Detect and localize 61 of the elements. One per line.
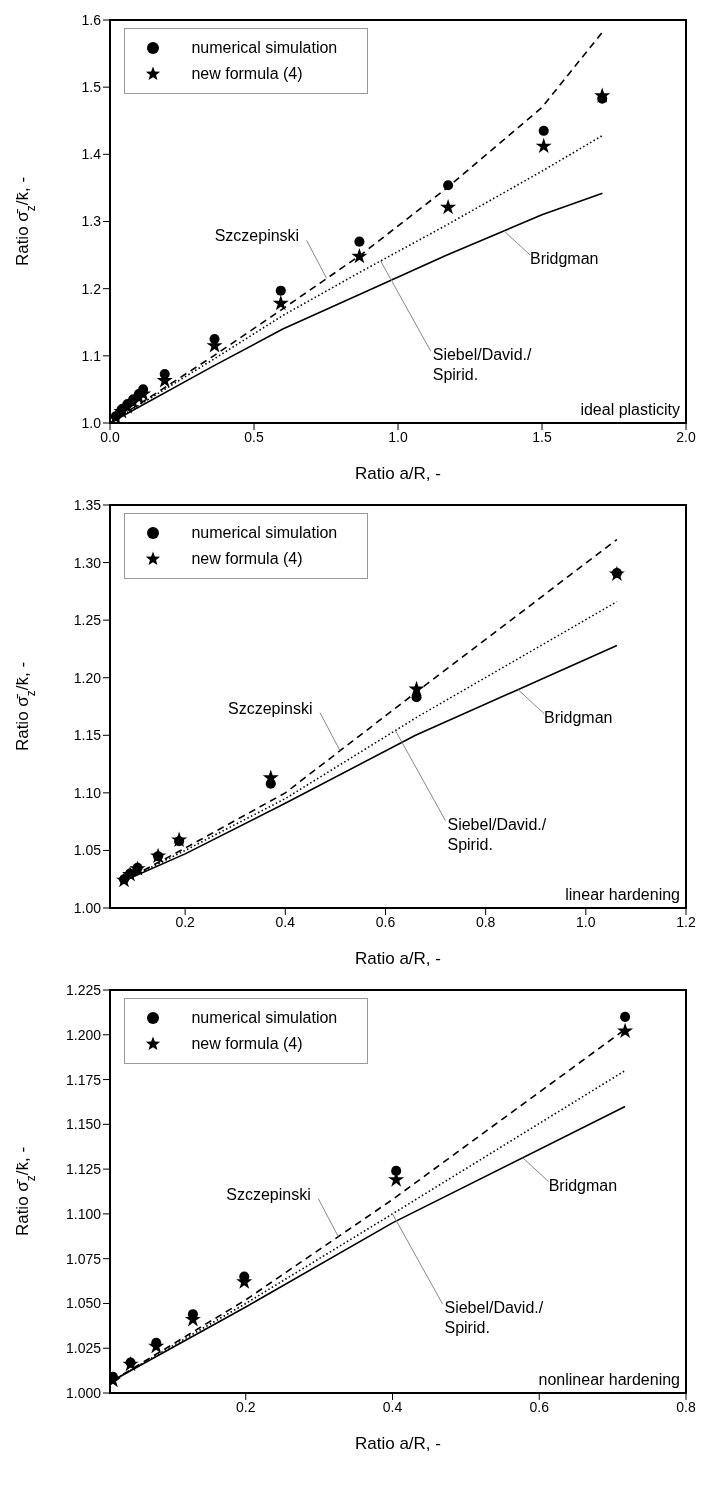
legend-label: numerical simulation xyxy=(191,39,338,57)
y-tick-label: 1.3 xyxy=(81,213,102,230)
series-label: Bridgman xyxy=(548,1175,619,1196)
annotation: Siebel/David./ Spirid. xyxy=(432,345,533,386)
y-tick-label: 1.05 xyxy=(73,842,102,859)
series-label: Bridgman xyxy=(529,248,600,269)
x-tick-label: 2.0 xyxy=(676,428,696,445)
x-tick-label: 0.4 xyxy=(275,913,296,930)
x-tick-label: 0.8 xyxy=(475,913,496,930)
series-label: Bridgman xyxy=(544,707,614,728)
x-tick-label: 0.4 xyxy=(382,1398,403,1415)
annotation: linear hardening xyxy=(565,886,680,903)
y-tick-label: 1.100 xyxy=(65,1205,102,1222)
x-tick-label: 0.6 xyxy=(375,913,396,930)
y-tick-label: 1.5 xyxy=(81,79,102,96)
y-tick-label: 1.20 xyxy=(73,669,102,686)
y-tick-label: 1.050 xyxy=(65,1295,102,1312)
x-tick-label: 0.2 xyxy=(175,913,196,930)
x-tick-label: 1.2 xyxy=(676,913,696,930)
annotation: ideal plasticity xyxy=(580,401,680,418)
y-tick-label: 1.125 xyxy=(65,1161,102,1178)
legend-label: numerical simulation xyxy=(191,1009,338,1027)
y-tick-label: 1.35 xyxy=(73,496,102,513)
x-tick-label: 1.0 xyxy=(576,913,596,930)
x-axis-title: Ratio a/R, - xyxy=(355,949,441,968)
y-tick-label: 1.200 xyxy=(65,1026,102,1043)
y-tick-label: 1.6 xyxy=(81,11,102,28)
y-tick-label: 1.1 xyxy=(81,347,102,364)
legend-label: new formula (4) xyxy=(191,550,303,568)
y-tick-label: 1.00 xyxy=(73,899,102,916)
y-tick-label: 1.150 xyxy=(65,1116,102,1133)
y-tick-label: 1.075 xyxy=(65,1250,102,1267)
y-tick-label: 1.000 xyxy=(65,1384,102,1401)
y-tick-label: 1.0 xyxy=(81,414,102,431)
y-tick-label: 1.30 xyxy=(73,554,102,571)
x-tick-label: 0.5 xyxy=(244,428,264,445)
y-tick-label: 1.15 xyxy=(73,727,102,744)
legend-label: numerical simulation xyxy=(191,524,338,542)
y-tick-label: 1.4 xyxy=(81,146,102,163)
annotation: Siebel/David./ Spirid. xyxy=(447,814,548,855)
legend-label: new formula (4) xyxy=(191,1035,303,1053)
legend-label: new formula (4) xyxy=(191,65,303,83)
text: Szczepinski xyxy=(226,1184,312,1205)
x-tick-label: 1.5 xyxy=(532,428,552,445)
x-tick-label: 0.0 xyxy=(100,428,120,445)
text: Szczepinski xyxy=(228,698,314,719)
y-tick-label: 1.175 xyxy=(65,1071,102,1088)
y-tick-label: 1.025 xyxy=(65,1340,102,1357)
x-tick-label: 1.0 xyxy=(388,428,408,445)
y-tick-label: 1.10 xyxy=(73,784,102,801)
x-tick-label: 0.8 xyxy=(676,1398,696,1415)
annotation: Siebel/David./ Spirid. xyxy=(444,1297,545,1338)
x-tick-label: 0.2 xyxy=(236,1398,256,1415)
y-tick-label: 1.2 xyxy=(81,280,102,297)
y-tick-label: 1.25 xyxy=(73,612,102,629)
y-tick-label: 1.225 xyxy=(65,981,102,998)
x-axis-title: Ratio a/R, - xyxy=(355,1434,441,1453)
x-tick-label: 0.6 xyxy=(529,1398,550,1415)
annotation: nonlinear hardening xyxy=(538,1371,680,1388)
x-axis-title: Ratio a/R, - xyxy=(355,464,441,483)
text: Szczepinski xyxy=(214,226,301,247)
